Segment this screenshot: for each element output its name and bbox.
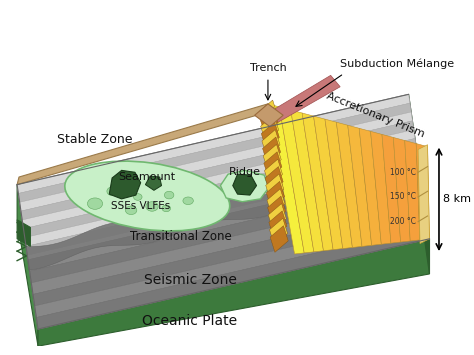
- Polygon shape: [255, 104, 283, 127]
- Polygon shape: [264, 75, 340, 125]
- Text: 100 °C: 100 °C: [390, 168, 416, 177]
- Polygon shape: [233, 174, 256, 195]
- Polygon shape: [21, 121, 414, 220]
- Ellipse shape: [87, 198, 102, 209]
- Polygon shape: [269, 211, 287, 237]
- Polygon shape: [38, 239, 429, 346]
- Polygon shape: [17, 185, 38, 346]
- Polygon shape: [27, 165, 420, 264]
- Polygon shape: [109, 170, 141, 199]
- Polygon shape: [36, 227, 429, 329]
- Polygon shape: [261, 122, 279, 149]
- Polygon shape: [325, 119, 352, 248]
- Polygon shape: [268, 196, 286, 223]
- Polygon shape: [267, 189, 285, 215]
- Polygon shape: [270, 218, 288, 245]
- Polygon shape: [266, 174, 284, 201]
- Text: Trench: Trench: [250, 63, 286, 73]
- Text: Ridge: Ridge: [229, 167, 261, 177]
- Polygon shape: [18, 103, 411, 202]
- Ellipse shape: [162, 205, 171, 212]
- Text: Subduction Mélange: Subduction Mélange: [340, 59, 454, 69]
- Polygon shape: [26, 157, 420, 270]
- Polygon shape: [220, 170, 269, 202]
- Text: Stable Zone: Stable Zone: [57, 133, 133, 147]
- Polygon shape: [409, 94, 429, 274]
- Ellipse shape: [107, 187, 118, 196]
- Polygon shape: [262, 130, 280, 156]
- Text: SSEs VLFEs: SSEs VLFEs: [111, 202, 170, 212]
- Polygon shape: [393, 137, 410, 242]
- Polygon shape: [337, 122, 362, 247]
- Text: 8 km: 8 km: [443, 194, 471, 204]
- Polygon shape: [418, 145, 429, 244]
- Polygon shape: [25, 147, 418, 246]
- Polygon shape: [28, 169, 429, 329]
- Text: Transitional Zone: Transitional Zone: [130, 230, 231, 244]
- Polygon shape: [279, 107, 314, 253]
- Ellipse shape: [134, 194, 142, 200]
- Polygon shape: [359, 128, 381, 245]
- Polygon shape: [371, 131, 391, 244]
- Polygon shape: [261, 115, 279, 141]
- Polygon shape: [314, 116, 343, 250]
- Polygon shape: [26, 156, 419, 255]
- Polygon shape: [22, 130, 415, 229]
- Text: Accretionary Prism: Accretionary Prism: [325, 91, 426, 140]
- Polygon shape: [266, 181, 284, 208]
- Polygon shape: [17, 94, 410, 193]
- Text: 200 °C: 200 °C: [390, 217, 416, 226]
- Polygon shape: [19, 112, 412, 211]
- Polygon shape: [28, 169, 421, 271]
- Text: 150 °C: 150 °C: [390, 192, 416, 202]
- Polygon shape: [291, 110, 323, 252]
- Polygon shape: [17, 220, 30, 246]
- Polygon shape: [382, 135, 401, 243]
- Text: Seismic Zone: Seismic Zone: [144, 273, 237, 286]
- Polygon shape: [348, 125, 372, 246]
- Polygon shape: [24, 138, 416, 237]
- Polygon shape: [31, 192, 424, 294]
- Text: Seamount: Seamount: [118, 172, 176, 182]
- Polygon shape: [302, 113, 333, 251]
- Polygon shape: [263, 137, 281, 164]
- Polygon shape: [268, 104, 304, 254]
- Polygon shape: [264, 159, 283, 186]
- Polygon shape: [259, 100, 277, 127]
- Polygon shape: [260, 108, 278, 134]
- Polygon shape: [35, 216, 428, 317]
- Ellipse shape: [126, 206, 137, 214]
- Polygon shape: [17, 94, 429, 329]
- Polygon shape: [263, 144, 281, 171]
- Polygon shape: [33, 204, 426, 306]
- Polygon shape: [265, 166, 283, 193]
- Ellipse shape: [164, 191, 174, 199]
- Polygon shape: [17, 104, 268, 185]
- Polygon shape: [264, 152, 282, 179]
- Ellipse shape: [65, 161, 230, 231]
- Ellipse shape: [146, 202, 158, 211]
- Polygon shape: [270, 226, 288, 252]
- Polygon shape: [405, 141, 420, 241]
- Text: Oceanic Plate: Oceanic Plate: [143, 313, 237, 328]
- Polygon shape: [416, 143, 429, 240]
- Polygon shape: [146, 176, 162, 190]
- Polygon shape: [268, 203, 286, 230]
- Polygon shape: [30, 181, 423, 283]
- Ellipse shape: [183, 197, 193, 204]
